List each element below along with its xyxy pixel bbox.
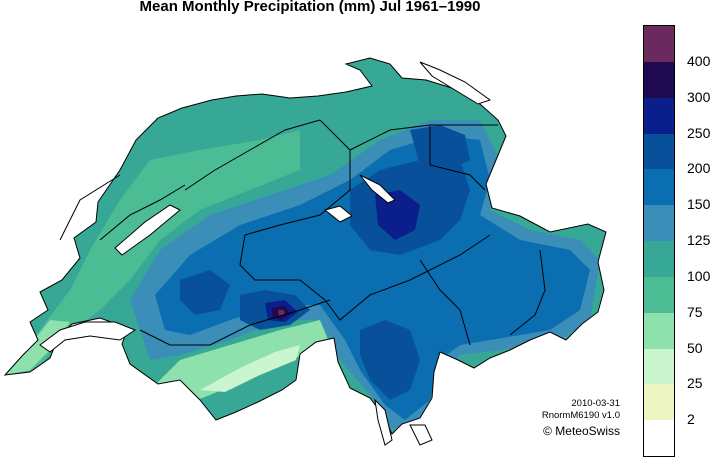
lake-geneva — [39, 321, 137, 353]
legend-swatch — [644, 276, 674, 314]
legend-tick-label: 50 — [687, 339, 703, 356]
legend-tick-label: 2 — [687, 411, 695, 428]
legend-swatch — [644, 312, 674, 349]
legend-swatch — [644, 241, 674, 278]
zone-250 — [375, 190, 420, 240]
lake-neuchatel — [114, 204, 181, 256]
legend-tick-label: 250 — [687, 124, 711, 141]
precipitation-zones — [5, 120, 600, 430]
legend-tick-label: 100 — [687, 267, 711, 284]
zone-200-west — [180, 270, 230, 315]
legend-tick-label: 25 — [687, 375, 703, 392]
zone-200-ticino — [360, 320, 420, 400]
country-border — [3, 57, 607, 435]
legend-tick-label: 75 — [687, 303, 703, 320]
legend-swatch — [644, 169, 674, 206]
zone-150 — [155, 135, 590, 420]
zone-75-west — [5, 320, 70, 375]
lake-zurich — [359, 174, 396, 204]
zone-200-north — [410, 125, 470, 170]
zone-75 — [5, 130, 300, 380]
legend-swatch — [644, 348, 674, 385]
zone-25 — [200, 345, 300, 392]
lake-lucerne — [323, 205, 353, 223]
footer-product: RnormM6190 v1.0 — [541, 410, 620, 421]
map-title: Mean Monthly Precipitation (mm) Jul 1961… — [139, 0, 481, 15]
footer: 2010-03-31 RnormM6190 v1.0 © MeteoSwiss — [500, 398, 620, 439]
lake-constance — [419, 61, 492, 105]
footer-credit: © MeteoSwiss — [543, 424, 620, 438]
lakes — [39, 61, 492, 446]
legend-tick-label: 300 — [687, 88, 711, 105]
lake-maggiore — [374, 398, 393, 446]
legend-swatch — [644, 97, 674, 134]
legend-swatch — [644, 420, 674, 457]
legend-tick-label: 200 — [687, 160, 711, 177]
legend-swatch — [644, 205, 674, 242]
region-boundaries — [59, 119, 546, 346]
legend-swatch — [644, 133, 674, 170]
precipitation-map — [3, 57, 607, 446]
legend-swatch — [644, 384, 674, 421]
legend-tick-label: 400 — [687, 52, 711, 69]
lake-lugano — [409, 424, 433, 446]
legend-colorbar — [643, 25, 675, 457]
legend-tick-label: 125 — [687, 232, 711, 248]
legend-swatch — [644, 26, 674, 63]
footer-date: 2010-03-31 — [571, 398, 620, 409]
legend-swatch — [644, 61, 674, 99]
legend-tick-label: 150 — [687, 196, 711, 213]
